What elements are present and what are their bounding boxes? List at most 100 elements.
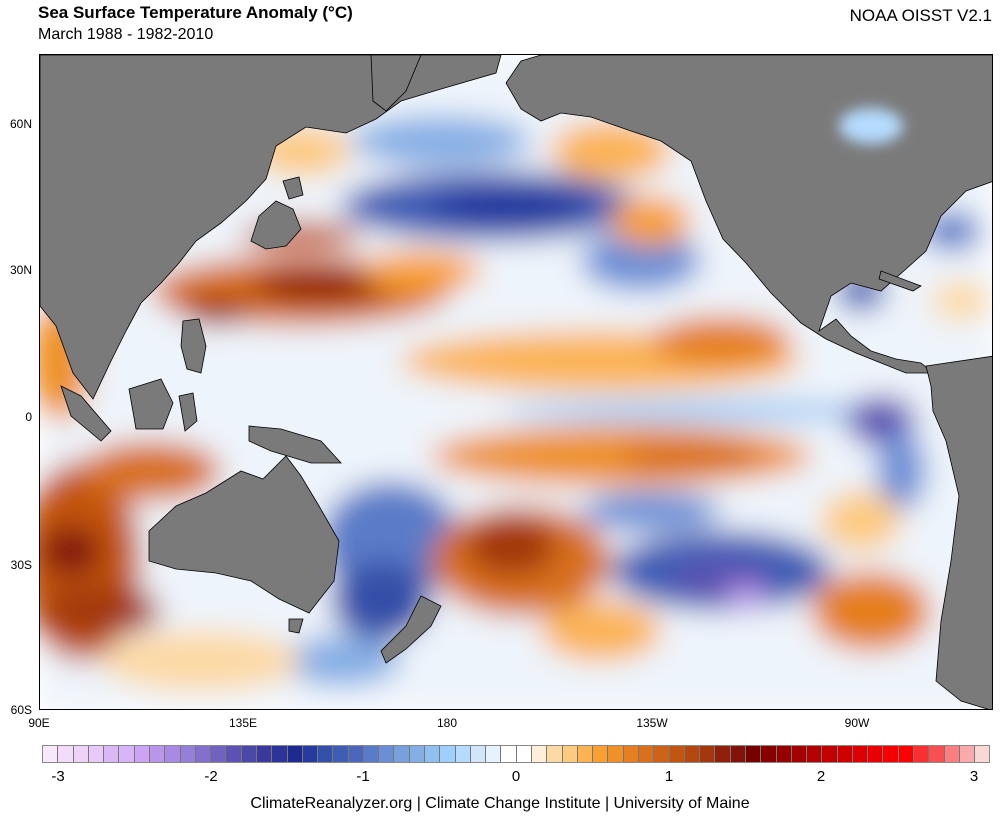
credits-footer: ClimateReanalyzer.org | Climate Change I… (250, 795, 750, 812)
colorbar-swatch (914, 746, 930, 762)
lat-label-60s: 60S (10, 703, 32, 717)
colorbar-swatch (883, 746, 899, 762)
land-tasmania (288, 618, 304, 634)
colorbar-swatch (272, 746, 288, 762)
colorbar-tick: -1 (356, 768, 370, 785)
colorbar-swatch (577, 746, 594, 762)
colorbar-swatch (287, 746, 303, 762)
lon-label-135w: 135W (636, 716, 668, 730)
colorbar-swatch (180, 746, 196, 762)
colorbar-swatch (730, 746, 746, 762)
colorbar-swatch (669, 746, 685, 762)
colorbar-swatch (333, 746, 349, 762)
colorbar-swatch (638, 746, 655, 762)
colorbar-swatch (394, 746, 410, 762)
colorbar-swatch (379, 746, 395, 762)
colorbar-swatch (593, 746, 609, 762)
colorbar-swatch (929, 746, 945, 762)
map-canvas (40, 55, 992, 709)
colorbar-swatch (684, 746, 701, 762)
colorbar-swatch (562, 746, 578, 762)
colorbar-swatch (623, 746, 639, 762)
colorbar-swatch (700, 746, 716, 762)
lon-label-135e: 135E (228, 716, 258, 730)
colorbar-swatch (852, 746, 869, 762)
lat-label-60n: 60N (9, 117, 32, 131)
colorbar-swatch (302, 746, 319, 762)
colorbar-tick: 3 (969, 768, 979, 785)
colorbar-swatch (73, 746, 89, 762)
colorbar-swatch (959, 746, 976, 762)
colorbar-swatch (58, 746, 74, 762)
colorbar-swatch (837, 746, 853, 762)
lat-label-30n: 30N (9, 263, 32, 277)
colorbar-swatch (425, 746, 441, 762)
colorbar-swatch (195, 746, 212, 762)
colorbar-swatch (134, 746, 150, 762)
colorbar-swatch (715, 746, 731, 762)
colorbar-swatch (975, 746, 990, 762)
land-kamchatka (370, 55, 422, 112)
colorbar-swatch (608, 746, 624, 762)
land-sulawesi (178, 392, 198, 432)
lon-label-180: 180 (436, 716, 458, 730)
colorbar-swatch (241, 746, 257, 762)
colorbar-tick: 2 (816, 768, 826, 785)
colorbar-swatch (868, 746, 884, 762)
land-new-guinea (248, 425, 342, 464)
colorbar-swatch (363, 746, 380, 762)
colorbar-swatch (501, 746, 517, 762)
colorbar-swatch (745, 746, 762, 762)
colorbar-swatch (149, 746, 166, 762)
land-cuba (878, 270, 922, 292)
land-asia (40, 55, 502, 400)
land-sumatra (60, 385, 112, 442)
colorbar-swatch (455, 746, 471, 762)
colorbar-swatch (43, 746, 59, 762)
colorbar-tick: -2 (204, 768, 218, 785)
colorbar-tick: -3 (51, 768, 65, 785)
colorbar-swatch (486, 746, 502, 762)
land-new-zealand (380, 595, 442, 664)
lon-label-90e: 90E (28, 716, 50, 730)
colorbar-tick: 1 (664, 768, 674, 785)
colorbar-swatch (348, 746, 364, 762)
lat-label-0: 0 (25, 410, 32, 424)
colorbar-swatch (256, 746, 273, 762)
land-japan (250, 200, 302, 250)
colorbar (42, 745, 990, 763)
colorbar-swatch (516, 746, 532, 762)
colorbar-swatch (807, 746, 823, 762)
lon-label-90w: 90W (844, 716, 870, 730)
colorbar-swatch (409, 746, 426, 762)
colorbar-swatch (318, 746, 334, 762)
map-subtitle: March 1988 - 1982-2010 (38, 26, 214, 43)
colorbar-swatch (898, 746, 915, 762)
land-australia (148, 455, 340, 614)
colorbar-swatch (791, 746, 808, 762)
land-borneo (128, 378, 174, 430)
colorbar-swatch (165, 746, 181, 762)
colorbar-swatch (88, 746, 105, 762)
land-hokkaido (282, 176, 304, 200)
colorbar-swatch (211, 746, 227, 762)
colorbar-tick: 0 (511, 768, 521, 785)
colorbar-swatch (440, 746, 456, 762)
colorbar-swatch (532, 746, 548, 762)
colorbar-swatch (654, 746, 670, 762)
colorbar-swatch (470, 746, 487, 762)
sst-anomaly-map (39, 54, 993, 710)
map-title: Sea Surface Temperature Anomaly (°C) (38, 3, 353, 22)
dataset-label: NOAA OISST V2.1 (849, 6, 992, 25)
colorbar-swatch (119, 746, 135, 762)
colorbar-swatch (822, 746, 838, 762)
colorbar-swatch (104, 746, 120, 762)
colorbar-swatch (226, 746, 242, 762)
land-south-america (925, 355, 992, 709)
lat-label-30s: 30S (10, 558, 32, 572)
colorbar-swatch (776, 746, 792, 762)
hudson-bay (839, 108, 903, 144)
colorbar-swatch (761, 746, 777, 762)
colorbar-swatch (944, 746, 960, 762)
land-philippines (180, 318, 207, 374)
